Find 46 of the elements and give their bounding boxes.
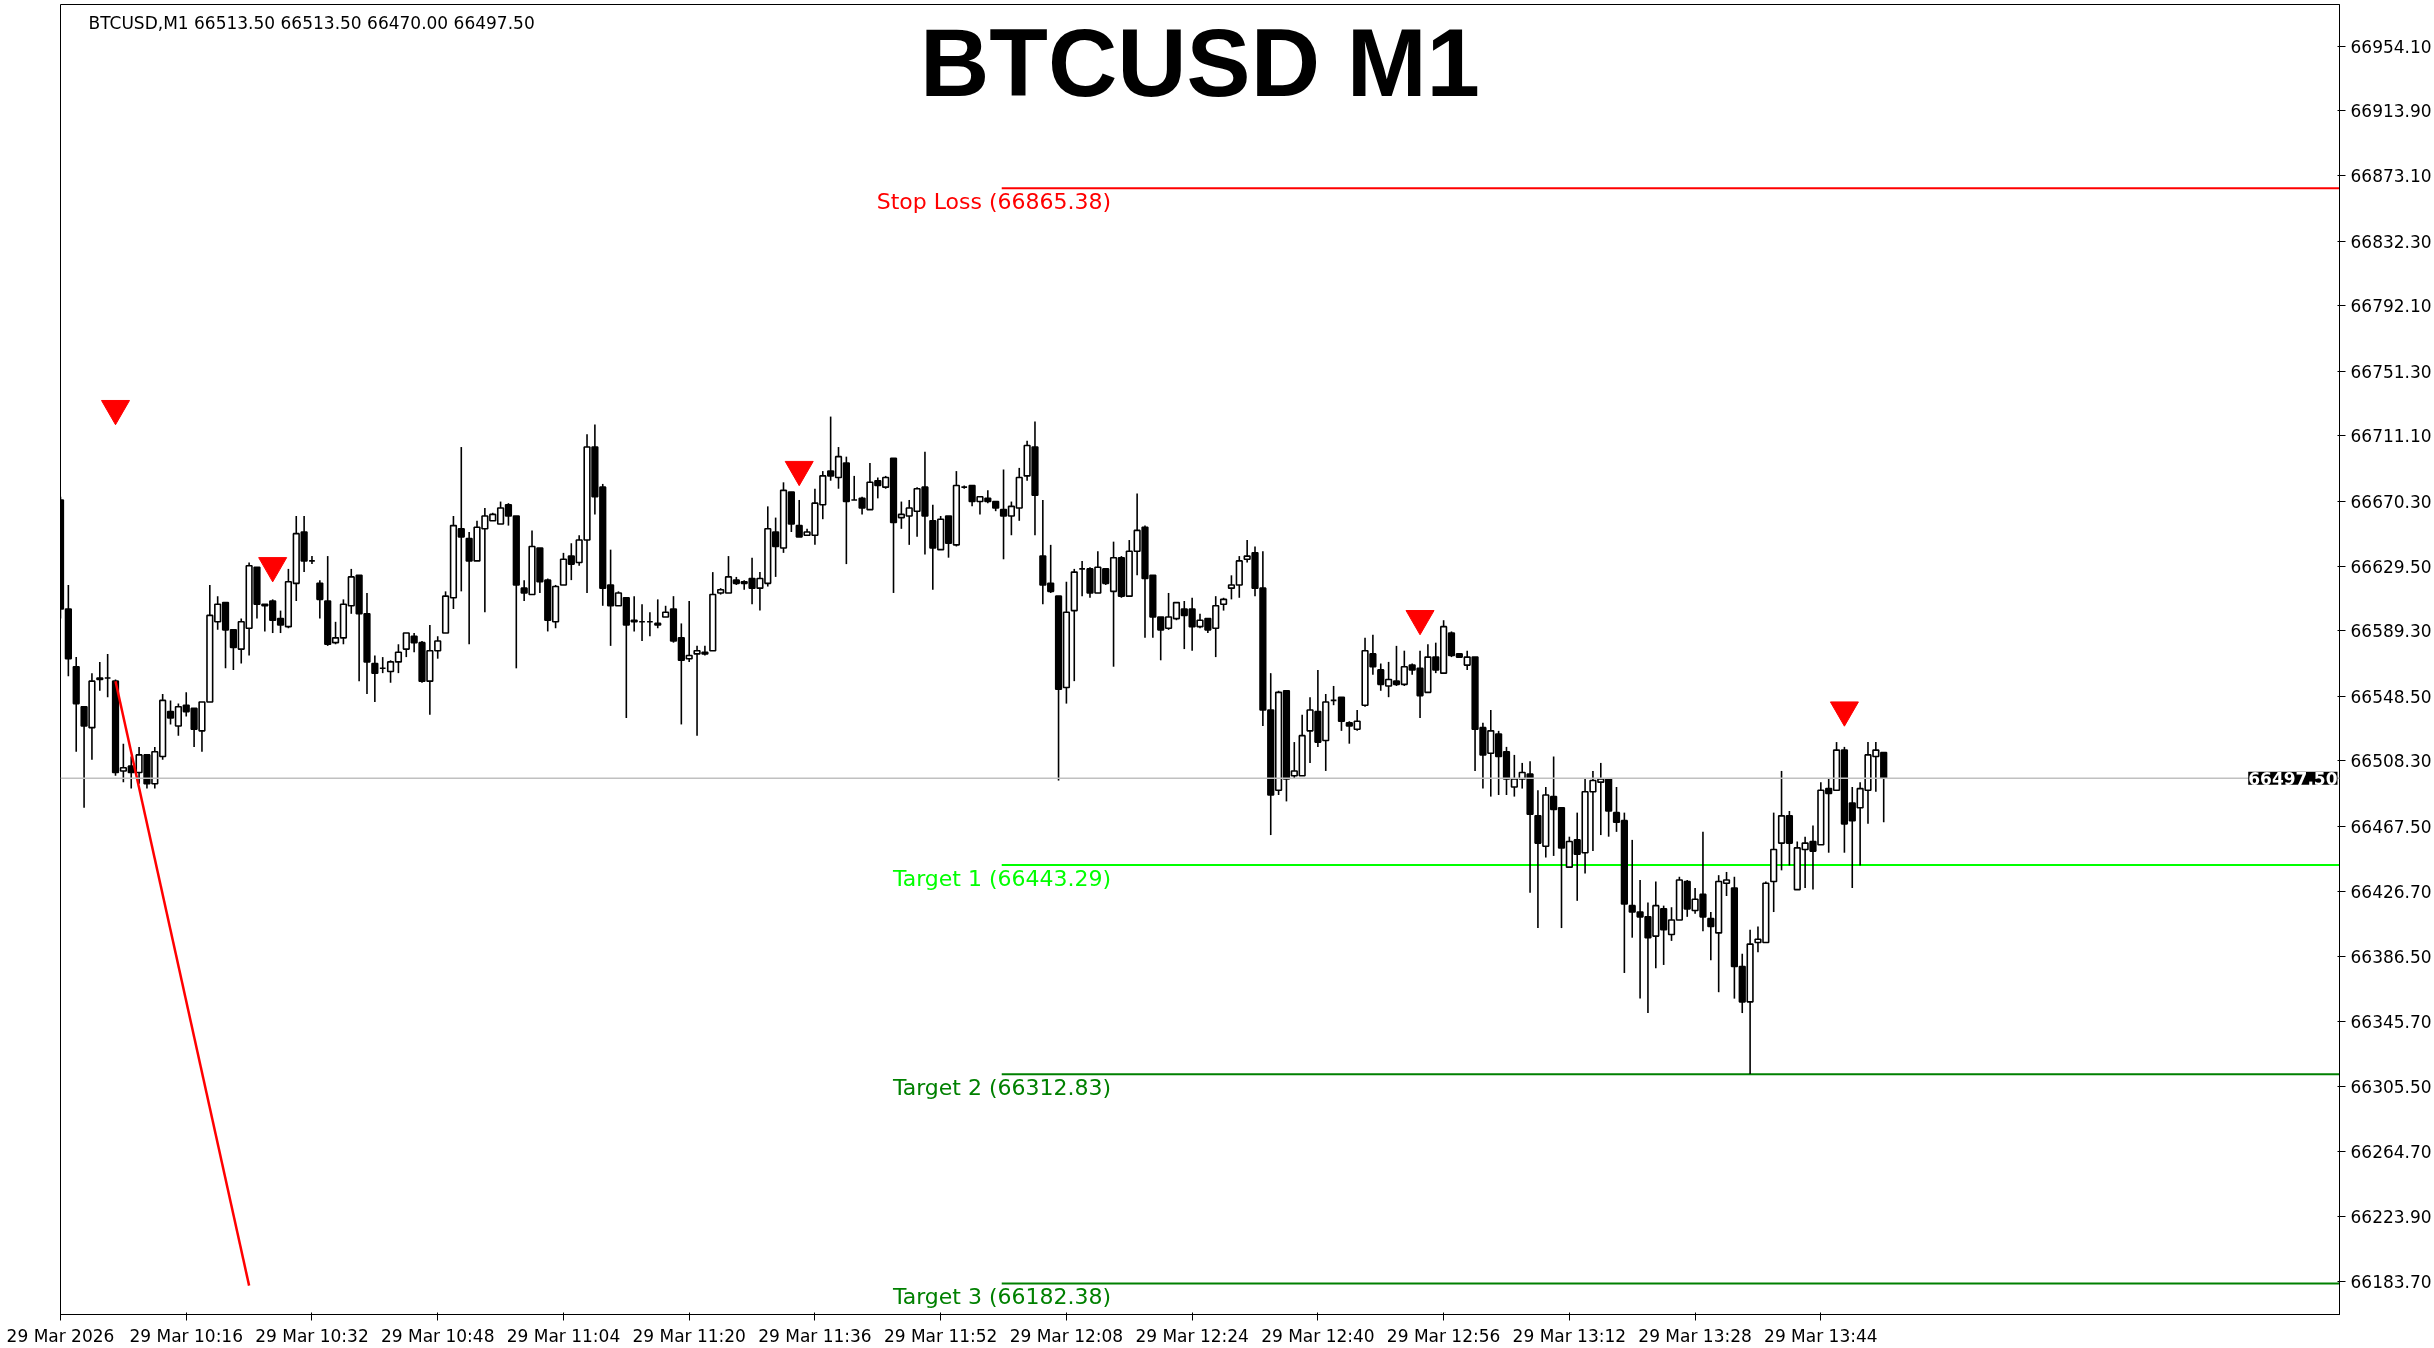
chart-title: BTCUSD M1 — [919, 8, 1481, 116]
x-tick-label: 29 Mar 11:52 — [883, 1325, 998, 1346]
x-tick-label: 29 Mar 13:12 — [1512, 1325, 1627, 1346]
y-tick-label: 66954.10 — [2350, 36, 2432, 57]
x-tick-label: 29 Mar 13:44 — [1764, 1325, 1878, 1346]
y-tick-label: 66223.90 — [2350, 1207, 2432, 1228]
candlestick — [654, 598, 662, 630]
ref-line-label: Target 2 (66312.83) — [891, 1074, 1112, 1100]
y-tick-label: 66589.30 — [2350, 621, 2432, 642]
y-tick-label: 66792.10 — [2350, 296, 2432, 317]
y-tick-label: 66467.50 — [2350, 816, 2432, 837]
candlestick — [316, 579, 324, 620]
y-tick-label: 66508.30 — [2350, 751, 2432, 772]
annotation: 66497.50 — [2248, 768, 2338, 789]
x-tick-label: 29 Mar 10:16 — [129, 1325, 243, 1346]
y-tick-label: 66548.50 — [2350, 686, 2432, 707]
x-tick-label: 29 Mar 12:56 — [1386, 1325, 1501, 1346]
y-tick-label: 66873.10 — [2350, 166, 2432, 187]
y-tick-label: 66629.50 — [2350, 557, 2432, 577]
y-tick-label: 66832.30 — [2350, 231, 2432, 252]
y-tick-label: 66264.70 — [2350, 1141, 2432, 1162]
x-tick-label: 29 Mar 11:04 — [506, 1325, 621, 1346]
annotation: BTCUSD,M1 66513.50 66513.50 66470.00 66497.50 — [88, 12, 535, 33]
ref-line-label: Target 1 (66443.29) — [891, 865, 1112, 891]
y-tick-label: 66711.10 — [2350, 426, 2432, 447]
ref-line-label: Stop Loss (66865.38) — [876, 188, 1112, 214]
candlestick — [371, 654, 379, 703]
x-tick-label: 29 Mar 12:24 — [1135, 1325, 1249, 1346]
x-tick-label: 29 Mar 10:48 — [380, 1325, 495, 1346]
x-tick-label: 29 Mar 10:32 — [255, 1325, 369, 1346]
y-tick-label: 66670.30 — [2350, 491, 2432, 512]
x-tick-label: 29 Mar 13:28 — [1638, 1325, 1752, 1346]
y-tick-label: 66386.50 — [2350, 946, 2432, 967]
y-tick-label: 66345.70 — [2350, 1012, 2432, 1033]
x-tick-label: 29 Mar 11:36 — [758, 1325, 872, 1346]
x-tick-label: 29 Mar 12:40 — [1261, 1325, 1375, 1346]
x-tick-label: 29 Mar 2026 — [6, 1325, 115, 1346]
y-tick-label: 66305.50 — [2350, 1076, 2432, 1097]
ref-line-label: Target 3 (66182.38) — [891, 1283, 1112, 1309]
x-tick-label: 29 Mar 11:20 — [632, 1325, 746, 1346]
y-tick-label: 66183.70 — [2350, 1271, 2432, 1292]
y-tick-label: 66751.30 — [2350, 361, 2432, 382]
x-tick-label: 29 Mar 12:08 — [1009, 1325, 1124, 1346]
y-tick-label: 66913.90 — [2350, 100, 2432, 121]
y-tick-label: 66426.70 — [2350, 882, 2432, 903]
candlestick — [96, 661, 104, 692]
